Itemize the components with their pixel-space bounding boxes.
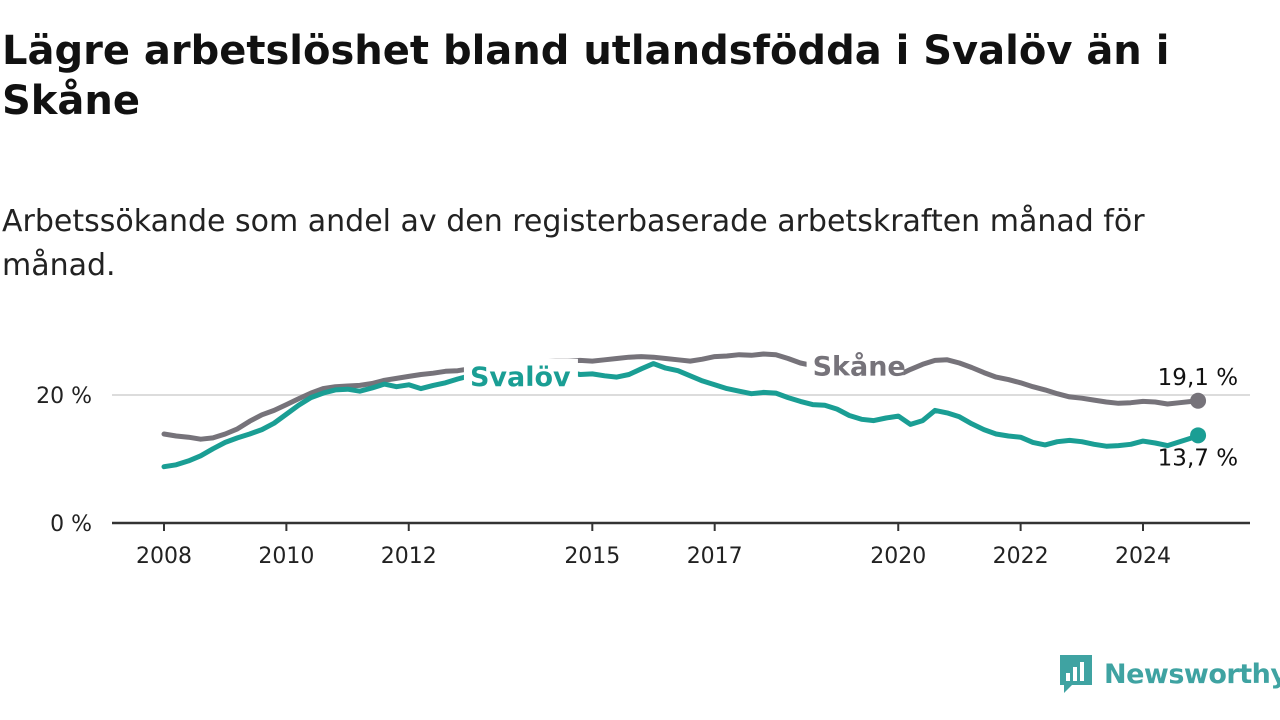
label-layer: 0 % 20 % 2008 2010 2012 2015 2017 2020 2022 2024 1… — [36, 348, 1238, 569]
series-end-dot-skne — [1190, 392, 1207, 409]
chart-subtitle: Arbetssökande som andel av den registerb… — [2, 204, 1145, 283]
x-tick-label: 2022 — [993, 544, 1049, 569]
bar-chart-speech-bubble-icon — [1060, 655, 1092, 693]
x-tick-label: 2015 — [564, 544, 620, 569]
series-name-background-svalv — [463, 358, 578, 393]
series-end-dot-svalv — [1190, 427, 1207, 444]
x-tick-label: 2024 — [1115, 544, 1171, 569]
series-layer — [161, 351, 1207, 470]
y-tick-label: 0 % — [50, 512, 92, 537]
axis-layer — [112, 521, 1250, 531]
series-end-label-skne: 19,1 % — [1158, 365, 1238, 391]
x-tick-label: 2012 — [381, 544, 437, 569]
newsworthy-logo: Newsworthy — [1058, 653, 1280, 695]
series-name-label-svalv: Svalöv — [470, 362, 571, 393]
x-tick-label: 2020 — [870, 544, 926, 569]
y-tick-label: 20 % — [36, 384, 92, 409]
series-line-skne — [161, 351, 1201, 442]
x-tick-label: 2008 — [136, 544, 192, 569]
series-line-svalv — [161, 361, 1201, 470]
series-end-label-svalv: 13,7 % — [1158, 445, 1238, 471]
x-tick-label: 2017 — [687, 544, 743, 569]
brand-name: Newsworthy — [1104, 658, 1280, 690]
series-name-label-skne: Skåne — [813, 351, 906, 383]
x-tick-label: 2010 — [258, 544, 314, 569]
chart-title: Lägre arbetslöshet bland utlandsfödda i … — [2, 28, 1170, 124]
line-chart: 0 % 20 % 2008 2010 2012 2015 2017 2020 2022 2024 1… — [36, 348, 1250, 569]
series-name-background-skne — [806, 348, 904, 383]
